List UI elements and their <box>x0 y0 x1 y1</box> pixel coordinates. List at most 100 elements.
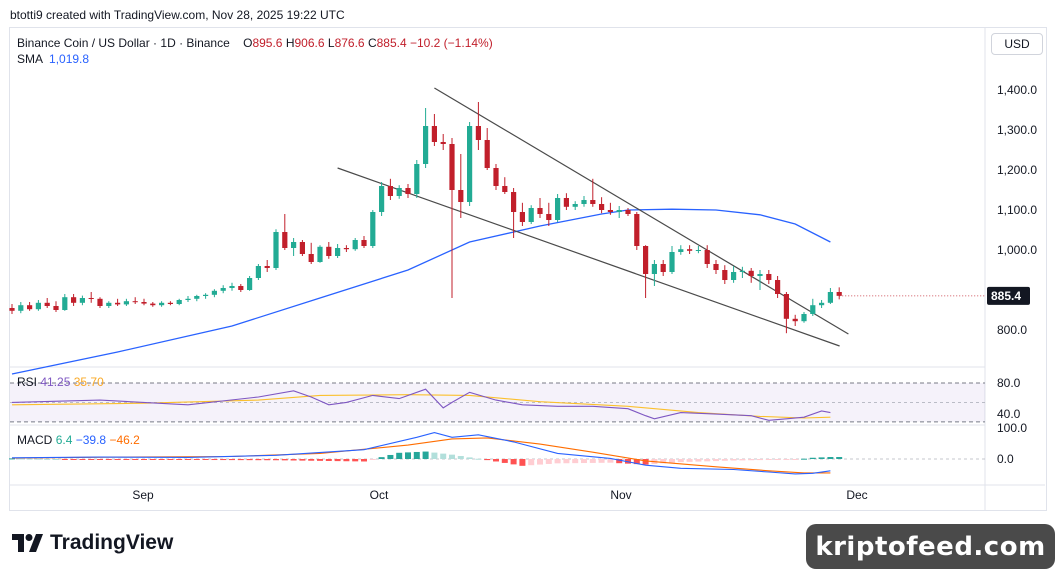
rsi-line <box>11 388 831 421</box>
macd-histogram-bar <box>132 459 139 460</box>
macd-histogram-bar <box>281 459 288 461</box>
macd-histogram-bar <box>809 457 816 459</box>
candle <box>62 294 68 311</box>
macd-histogram-bar <box>299 459 306 461</box>
candle <box>827 288 833 304</box>
brand-name: TradingView <box>50 531 174 554</box>
candle <box>810 298 816 316</box>
macd-histogram-bar <box>114 459 121 460</box>
candle-body <box>299 242 305 254</box>
macd-histogram-bar <box>528 459 535 466</box>
macd-histogram-bar <box>105 459 112 460</box>
low-value: 876.6 <box>334 36 365 50</box>
candle-body <box>370 212 376 246</box>
candle <box>695 246 701 254</box>
candle <box>308 242 314 264</box>
price-legend: Binance Coin / US Dollar · 1D · Binance … <box>17 35 493 67</box>
candle-body <box>194 296 200 299</box>
candle <box>44 298 50 308</box>
candle-body <box>317 246 323 262</box>
macd-histogram-bar <box>343 459 350 462</box>
candle-body <box>88 298 94 299</box>
candle-body <box>519 212 525 222</box>
open-value: 895.6 <box>252 36 283 50</box>
rsi-legend: RSI 41.25 35.70 <box>17 375 104 389</box>
macd-histogram-bar <box>79 459 86 460</box>
candle-body <box>827 292 833 303</box>
candle <box>599 197 605 214</box>
candle <box>581 196 587 207</box>
currency-button[interactable]: USD <box>991 33 1043 55</box>
macd-hist-value: 6.4 <box>55 433 73 447</box>
macd-histogram-bar <box>466 457 473 459</box>
candle <box>704 245 710 268</box>
candle-body <box>132 301 138 303</box>
sma-label[interactable]: SMA <box>17 52 43 66</box>
candle <box>123 298 129 306</box>
candle <box>660 260 666 276</box>
price-tick-label: 1,300.0 <box>997 123 1037 137</box>
candle-body <box>651 264 657 274</box>
macd-histogram-bar <box>378 457 385 459</box>
symbol-title[interactable]: Binance Coin / US Dollar · 1D · Binance <box>17 36 230 50</box>
open-label: O <box>243 36 253 50</box>
candle <box>458 154 464 218</box>
candle-body <box>511 192 517 212</box>
candle-body <box>273 232 279 268</box>
candle-body <box>493 168 499 186</box>
macd-histogram-bar <box>44 458 51 460</box>
macd-histogram-bar <box>519 459 526 466</box>
candle-body <box>722 270 728 280</box>
candle-body <box>71 297 77 303</box>
candle <box>607 202 613 215</box>
time-tick-label: Sep <box>132 488 154 502</box>
candle <box>291 238 297 256</box>
candle-body <box>590 200 596 204</box>
macd-histogram-bar <box>765 459 772 460</box>
candle <box>431 114 437 146</box>
macd-histogram-bar <box>783 459 790 460</box>
candle-body <box>9 308 15 311</box>
high-value: 906.6 <box>294 36 325 50</box>
candle <box>229 282 235 291</box>
candle <box>79 295 85 306</box>
candle-body <box>141 302 147 304</box>
macd-histogram-bar <box>818 457 825 459</box>
candle-body <box>819 302 825 306</box>
candle-body <box>211 290 217 295</box>
candle-body <box>106 302 112 306</box>
macd-label[interactable]: MACD <box>17 433 53 447</box>
candle <box>634 212 640 250</box>
macd-histogram-bar <box>545 459 552 464</box>
candle-body <box>475 126 481 140</box>
candle <box>18 302 24 314</box>
macd-histogram-bar <box>836 457 843 459</box>
macd-histogram-bar <box>554 459 561 464</box>
candle-body <box>361 240 367 246</box>
macd-histogram-bar <box>589 459 596 463</box>
candle-body <box>458 190 464 202</box>
last-price-tag-bg <box>987 286 1030 305</box>
candle-body <box>801 314 807 322</box>
candle <box>335 244 341 258</box>
candle-body <box>563 198 569 207</box>
macd-histogram-bar <box>748 459 755 461</box>
ohlc-row: Binance Coin / US Dollar · 1D · Binance … <box>17 35 493 51</box>
tradingview-logo[interactable]: TradingView <box>12 531 173 555</box>
candle-body <box>537 208 543 214</box>
candle-body <box>335 248 341 256</box>
candle <box>651 260 657 286</box>
macd-histogram-bar <box>185 459 191 460</box>
macd-histogram-bar <box>246 459 253 461</box>
macd-value: −39.8 <box>75 433 107 447</box>
macd-histogram-bar <box>176 459 183 460</box>
candle-body <box>660 264 666 272</box>
macd-legend: MACD 6.4 −39.8 −46.2 <box>17 433 140 447</box>
candle-body <box>79 298 85 303</box>
close-value: 885.4 <box>376 36 407 50</box>
candle <box>396 185 402 199</box>
candle-body <box>167 302 173 304</box>
rsi-label[interactable]: RSI <box>17 375 38 389</box>
candle <box>467 122 473 206</box>
